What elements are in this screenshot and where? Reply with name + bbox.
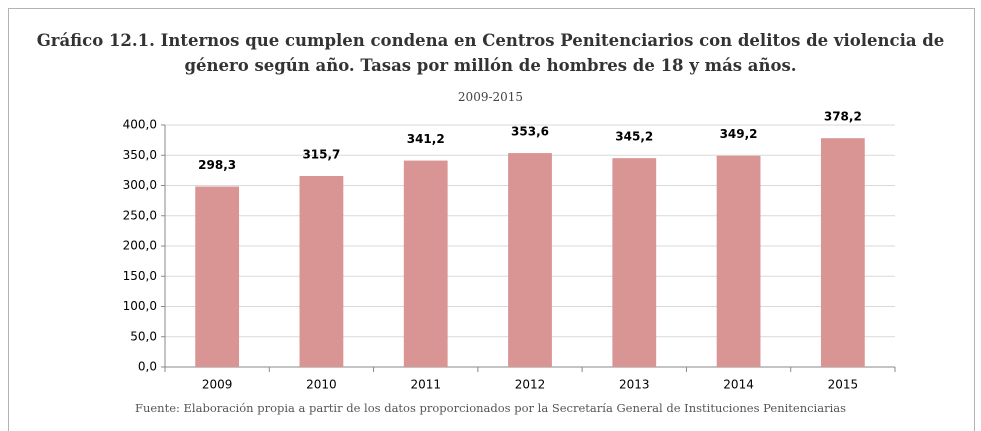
x-tick-label: 2010: [306, 378, 337, 392]
x-tick-label: 2013: [619, 378, 650, 392]
y-tick-label: 400,0: [123, 118, 157, 132]
value-label: 298,3: [198, 158, 236, 172]
y-tick-label: 300,0: [123, 178, 157, 192]
x-tick-label: 2009: [202, 378, 233, 392]
value-label: 341,2: [407, 132, 445, 146]
value-label: 349,2: [720, 127, 758, 141]
x-tick-label: 2015: [828, 378, 859, 392]
y-tick-label: 0,0: [138, 360, 157, 374]
chart-source: Fuente: Elaboración propia a partir de l…: [134, 401, 847, 415]
value-label: 353,6: [511, 125, 549, 139]
value-label: 345,2: [615, 130, 653, 144]
chart-title: Gráfico 12.1. Internos que cumplen conde…: [36, 31, 945, 75]
chart-frame: [8, 8, 975, 431]
bar: [716, 155, 761, 367]
y-tick-label: 50,0: [130, 329, 157, 343]
bar: [195, 186, 240, 367]
y-tick-label: 200,0: [123, 239, 157, 253]
value-label: 315,7: [302, 148, 340, 162]
y-tick-label: 150,0: [123, 269, 157, 283]
bar: [820, 138, 865, 367]
x-tick-label: 2011: [410, 378, 441, 392]
y-tick-label: 350,0: [123, 148, 157, 162]
bar: [612, 158, 657, 367]
bar: [403, 160, 448, 367]
bar: [508, 153, 552, 367]
x-tick-label: 2014: [723, 378, 754, 392]
value-label: 378,2: [824, 110, 862, 124]
bar: [299, 176, 344, 367]
x-tick-label: 2012: [515, 378, 546, 392]
y-tick-label: 250,0: [123, 208, 157, 222]
y-tick-label: 100,0: [123, 299, 157, 313]
chart-subtitle: 2009-2015: [457, 90, 524, 104]
